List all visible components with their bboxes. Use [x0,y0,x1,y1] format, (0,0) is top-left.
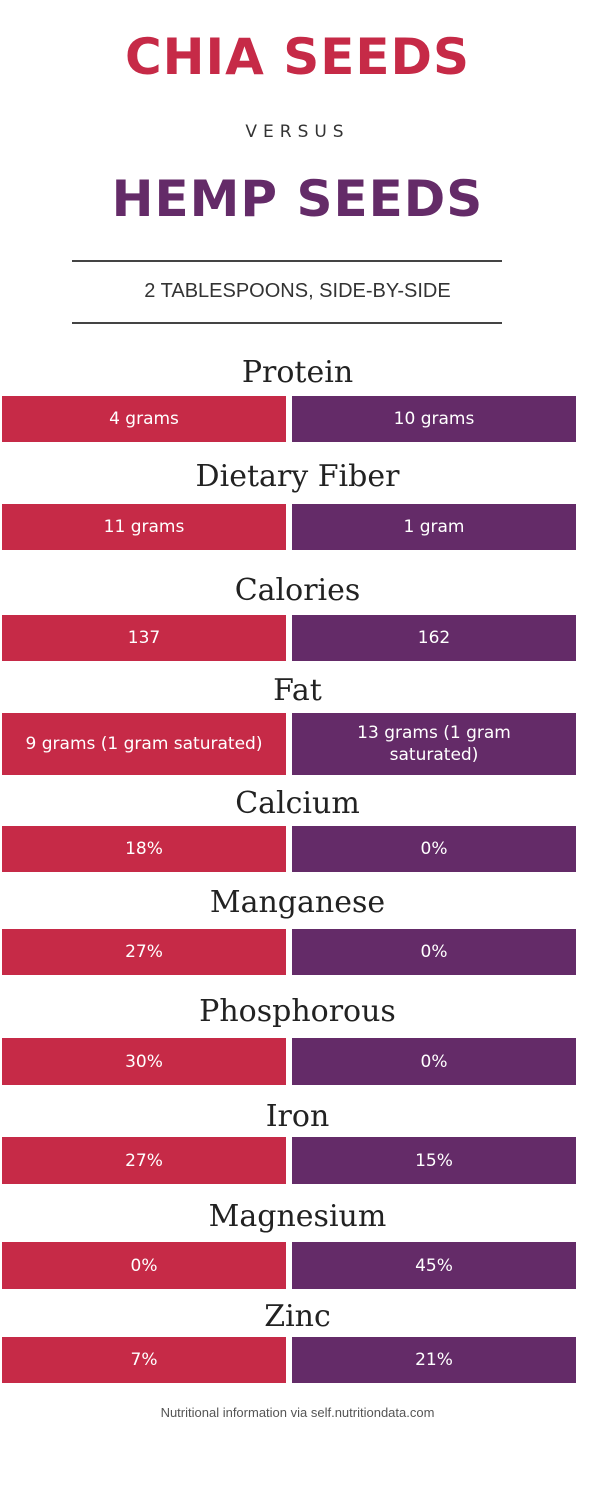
hemp-value: 21% [292,1337,576,1383]
row-label: Magnesium [208,1199,387,1234]
hemp-value: 0% [292,1038,576,1085]
chia-value: 27% [2,929,286,975]
hemp-value: 162 [292,615,576,661]
row-label: Protein [241,355,354,390]
chia-value: 9 grams (1 gram saturated) [2,713,286,775]
row-label: Iron [265,1099,330,1134]
title: HEMP SEEDS [111,170,484,228]
hemp-value: 0% [292,826,576,872]
hemp-value: 45% [292,1242,576,1289]
chia-value: 18% [2,826,286,872]
row-label: Manganese [209,885,386,920]
row-label: Calories [234,573,361,608]
footer: Nutritional information via self.nutriti… [160,1405,435,1420]
rule [72,322,502,324]
chia-value: 11 grams [2,504,286,550]
versus: VERSUS [245,122,350,142]
row-label: Calcium [235,786,360,821]
rule [72,260,502,262]
row-label: Fat [273,673,322,708]
row-label: Phosphorous [199,994,396,1029]
row-label: Dietary Fiber [195,459,400,494]
hemp-value: 1 gram [292,504,576,550]
hemp-value: 15% [292,1137,576,1184]
subtitle: 2 TABLESPOONS, SIDE-BY-SIDE [144,280,451,302]
row-label: Zinc [264,1299,331,1334]
chia-value: 30% [2,1038,286,1085]
hemp-value: 10 grams [292,396,576,442]
hemp-value: 0% [292,929,576,975]
chia-value: 0% [2,1242,286,1289]
chia-value: 4 grams [2,396,286,442]
chia-value: 137 [2,615,286,661]
chia-value: 7% [2,1337,286,1383]
chia-value: 27% [2,1137,286,1184]
hemp-value: 13 grams (1 gram saturated) [292,713,576,775]
title: CHIA SEEDS [124,28,471,86]
